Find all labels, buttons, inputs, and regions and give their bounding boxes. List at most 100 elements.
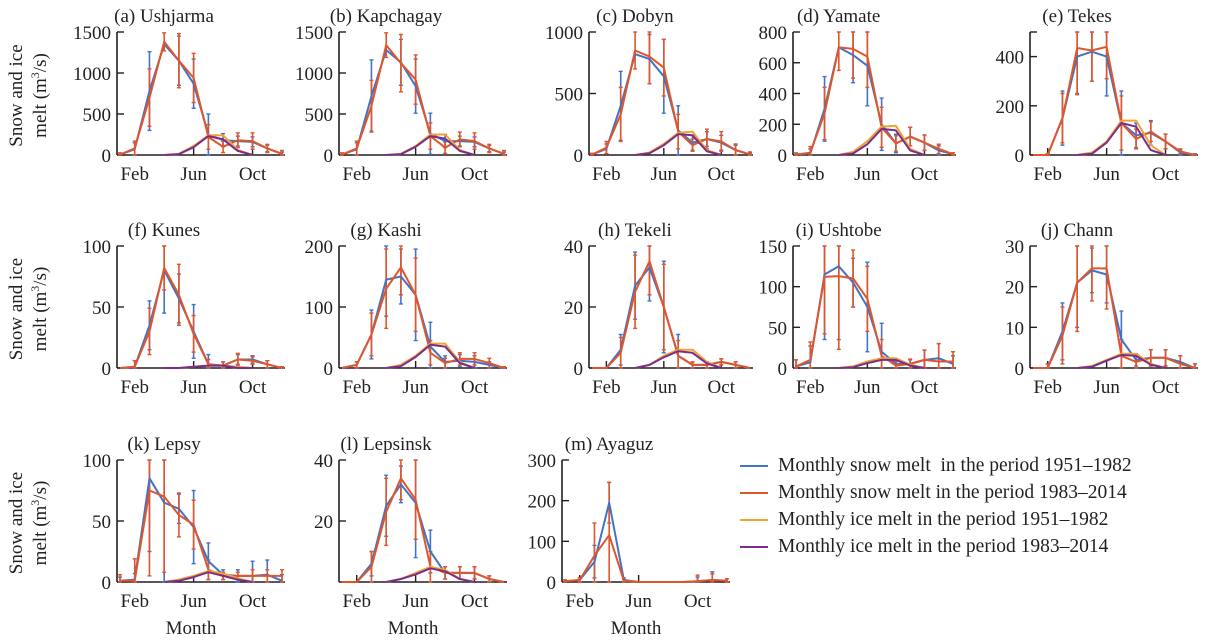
- series-line-ice-1983-2014: [634, 350, 722, 369]
- series-line-snow-1951-1982: [795, 265, 954, 368]
- series-line-snow-1983-2014: [591, 49, 751, 156]
- x-axis-label: Month: [166, 618, 217, 639]
- x-tick-label: Oct: [708, 164, 736, 185]
- x-tick-label: Feb: [120, 591, 149, 612]
- x-tick-label: Feb: [342, 377, 371, 398]
- y-tick-label: 1500: [295, 23, 333, 44]
- series-line-ice-1983-2014: [838, 358, 925, 369]
- series-line-snow-1951-1982: [341, 49, 505, 156]
- x-tick-label: Oct: [461, 164, 489, 185]
- legend-swatch: [740, 491, 768, 494]
- series-line-ice-1983-2014: [634, 133, 722, 156]
- x-tick-label: Oct: [911, 377, 939, 398]
- y-axis-label-line1: Snow and ice: [6, 44, 27, 146]
- y-tick-label: 500: [555, 85, 584, 106]
- series-line-ice-1983-2014: [386, 567, 475, 583]
- series-line-snow-1983-2014: [341, 266, 505, 369]
- x-tick-label: Oct: [708, 377, 736, 398]
- y-tick-label: 800: [759, 23, 788, 44]
- panel-title: (e) Tekes: [1042, 6, 1112, 27]
- y-axis-label-line2: melt (m3/s): [28, 267, 51, 352]
- y-axis-label: Snow and ice melt (m3/s): [6, 44, 51, 146]
- y-axis-label-line1: Snow and ice: [6, 472, 27, 574]
- series-line-snow-1983-2014: [342, 477, 505, 583]
- series-line-ice-1983-2014: [386, 343, 475, 369]
- x-tick-label: Jun: [402, 164, 429, 185]
- y-tick-label: 300: [528, 451, 557, 472]
- x-tick-label: Oct: [239, 591, 267, 612]
- panel-9: (i) Ushtobe 0 50 100 150 Feb Jun Oct: [759, 220, 956, 398]
- y-axis-label: Snow and ice melt (m3/s): [6, 472, 51, 574]
- x-tick-label: Jun: [1093, 164, 1120, 185]
- x-tick-label: Feb: [796, 164, 825, 185]
- panel-title: (d) Yamate: [797, 6, 880, 27]
- x-tick-label: Oct: [461, 377, 489, 398]
- x-tick-label: Oct: [239, 377, 267, 398]
- series-line-snow-1983-2014: [564, 534, 728, 583]
- series-line-snow-1951-1982: [564, 501, 728, 583]
- y-tick-label: 400: [996, 48, 1025, 69]
- x-tick-label: Feb: [592, 164, 621, 185]
- y-tick-label: 0: [547, 573, 557, 594]
- x-tick-label: Jun: [180, 164, 207, 185]
- panel-title: (a) Ushjarma: [114, 6, 214, 27]
- y-tick-label: 50: [92, 298, 111, 319]
- series-line-snow-1983-2014: [119, 40, 283, 156]
- x-tick-label: Feb: [120, 377, 149, 398]
- series-line-ice-1983-2014: [838, 127, 925, 156]
- series-line-snow-1983-2014: [1033, 267, 1196, 369]
- y-tick-label: 0: [574, 146, 584, 167]
- y-tick-label: 500: [83, 105, 112, 126]
- y-tick-label: 0: [778, 146, 788, 167]
- panel-5: (e) Tekes 0 200 400 Feb Jun Oct: [996, 6, 1198, 185]
- panel-3: (c) Dobyn 0 500 1000 Feb Jun Oct: [545, 6, 753, 185]
- series-line-snow-1951-1982: [795, 46, 954, 156]
- legend-item-snow-1951-1982: Monthly snow melt in the period 1951–198…: [740, 452, 1132, 479]
- panel-11: (k) Lepsy 0 50 100 Feb Jun Oct: [83, 434, 285, 612]
- legend-label: Monthly snow melt in the period 1983–201…: [778, 482, 1127, 503]
- y-axis-label-line2: melt (m3/s): [28, 481, 51, 566]
- y-tick-label: 100: [83, 451, 112, 472]
- legend-label: Monthly ice melt in the period 1951–1982: [778, 509, 1109, 530]
- panel-13: (m) Ayaguz 0 100 200 300 Feb Jun Oct: [528, 434, 730, 612]
- x-axis-label: Month: [611, 618, 662, 639]
- series-line-snow-1951-1982: [119, 43, 283, 156]
- series-line-snow-1983-2014: [341, 44, 505, 156]
- y-tick-label: 0: [102, 573, 112, 594]
- y-axis-label-line1: Snow and ice: [6, 258, 27, 360]
- panel-title: (g) Kashi: [350, 220, 421, 241]
- x-tick-label: Jun: [854, 164, 881, 185]
- y-tick-label: 1500: [73, 23, 111, 44]
- series-line-snow-1951-1982: [1033, 269, 1196, 369]
- panel-7: (g) Kashi 0 100 200 Feb Jun Oct: [305, 220, 507, 398]
- y-tick-label: 10: [1005, 318, 1024, 339]
- x-tick-label: Jun: [402, 591, 429, 612]
- panel-title: (l) Lepsinsk: [340, 434, 432, 455]
- panel-title: (b) Kapchagay: [330, 6, 443, 27]
- y-tick-label: 500: [305, 105, 334, 126]
- series-line-snow-1983-2014: [1033, 45, 1196, 156]
- y-tick-label: 40: [314, 451, 333, 472]
- x-tick-label: Jun: [651, 377, 678, 398]
- y-tick-label: 200: [759, 115, 788, 136]
- y-tick-label: 400: [759, 85, 788, 106]
- y-tick-label: 50: [92, 512, 111, 533]
- y-tick-label: 1000: [73, 64, 111, 85]
- x-tick-label: Jun: [651, 164, 678, 185]
- x-tick-label: Oct: [911, 164, 939, 185]
- series-line-ice-1983-2014: [164, 571, 253, 583]
- panel-1: (a) Ushjarma 0 500 1000 1500 Feb Jun Oct: [73, 6, 285, 185]
- series-line-snow-1983-2014: [120, 489, 282, 582]
- x-tick-label: Jun: [854, 377, 881, 398]
- y-tick-label: 0: [324, 146, 334, 167]
- x-tick-label: Jun: [180, 377, 207, 398]
- y-tick-label: 0: [102, 146, 112, 167]
- y-axis-label-line2: melt (m3/s): [28, 53, 51, 138]
- series-line-ice-1983-2014: [1077, 122, 1166, 156]
- y-tick-label: 100: [528, 532, 557, 553]
- panel-title: (f) Kunes: [128, 220, 200, 241]
- series-line-snow-1983-2014: [119, 267, 283, 369]
- y-tick-label: 20: [564, 298, 583, 319]
- x-tick-label: Feb: [342, 164, 371, 185]
- y-tick-label: 20: [314, 512, 333, 533]
